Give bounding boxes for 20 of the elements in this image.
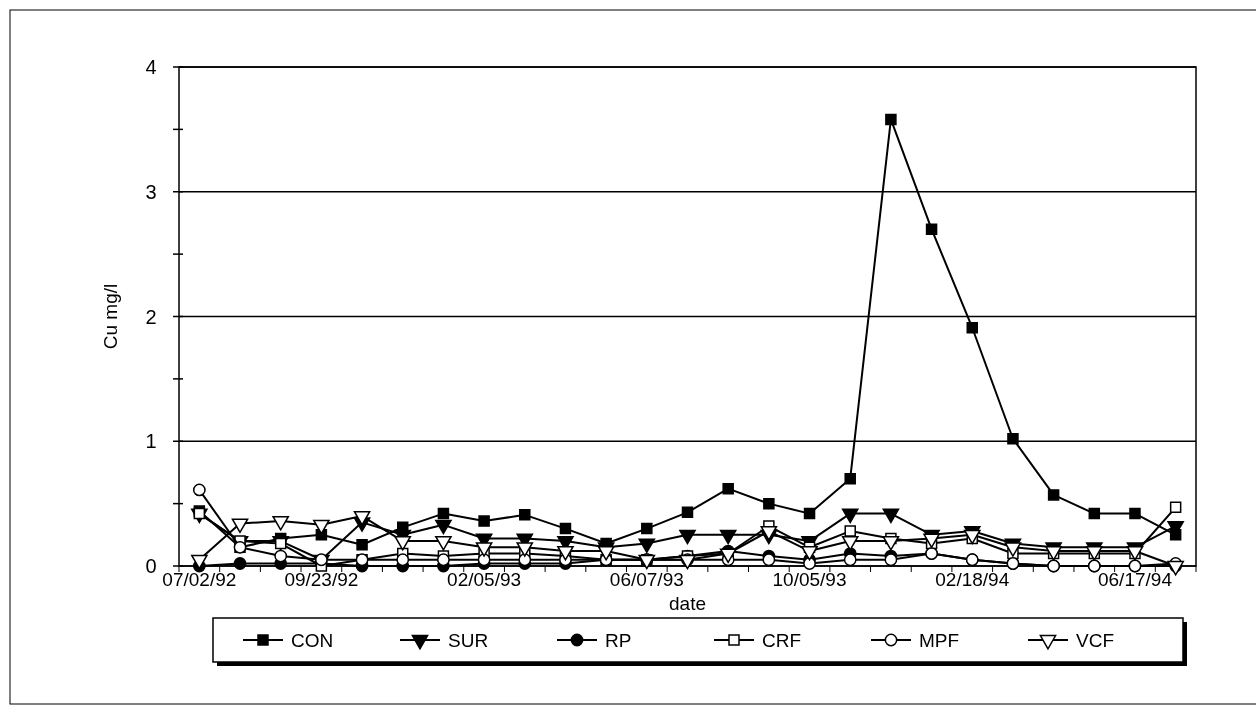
- legend-label: RP: [605, 629, 632, 651]
- legend-label: CON: [291, 629, 334, 651]
- x-tick-label: 06/17/94: [1098, 569, 1173, 590]
- y-axis-title: Cu mg/l: [100, 283, 121, 350]
- y-tick-label: 1: [145, 430, 157, 453]
- legend-label: MPF: [919, 629, 960, 651]
- x-tick-label: 10/05/93: [772, 569, 847, 590]
- x-tick-label: 06/07/93: [609, 569, 684, 590]
- y-tick-label: 3: [145, 180, 157, 203]
- y-tick-label: 2: [145, 305, 157, 328]
- legend-label: CRF: [762, 629, 802, 651]
- y-tick-label: 0: [145, 555, 157, 577]
- x-tick-label: 07/02/92: [162, 569, 237, 590]
- x-tick-label: 02/18/94: [935, 569, 1010, 590]
- legend-label: SUR: [448, 629, 489, 651]
- x-axis-title: date: [669, 593, 706, 614]
- legend-label: VCF: [1076, 629, 1114, 651]
- y-tick-label: 4: [145, 56, 157, 78]
- x-tick-label: 02/05/93: [447, 569, 522, 590]
- x-tick-label: 09/23/92: [284, 569, 359, 590]
